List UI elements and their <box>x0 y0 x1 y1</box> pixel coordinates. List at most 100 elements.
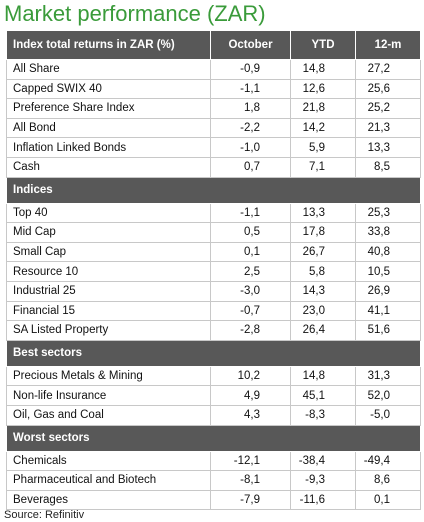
row-label: Industrial 25 <box>6 280 211 302</box>
value-cell: 14,3 <box>290 280 356 302</box>
title: Market performance (ZAR) <box>4 1 266 26</box>
value-cell: 14,8 <box>290 59 356 80</box>
column-header: Index total returns in ZAR (%) <box>6 30 211 60</box>
row-label: Small Cap <box>6 241 211 263</box>
data-row: Chemicals -12,1 -38,4 -49,4 <box>6 450 421 472</box>
value-cell: 4,9 <box>210 385 291 406</box>
data-row: Top 40 -1,1 13,3 25,3 <box>6 202 421 224</box>
row-label: Chemicals <box>6 450 211 472</box>
value-cell: 5,9 <box>290 137 356 158</box>
value-cell: -38,4 <box>290 450 356 472</box>
data-row: Non-life Insurance 4,9 45,1 52,0 <box>6 385 421 406</box>
value-cell: 26,4 <box>290 320 356 341</box>
value-cell: 8,5 <box>355 156 421 178</box>
value-cell: 4,3 <box>210 404 291 426</box>
row-label: Oil, Gas and Coal <box>6 404 211 426</box>
value-cell: 14,8 <box>290 365 356 387</box>
value-cell: 21,8 <box>290 98 356 119</box>
value-cell: 25,6 <box>355 78 421 100</box>
value-cell: -8,1 <box>210 470 291 491</box>
row-label: Capped SWIX 40 <box>6 78 211 100</box>
value-cell: 7,1 <box>290 156 356 178</box>
data-row: Inflation Linked Bonds -1,0 5,9 13,3 <box>6 137 421 158</box>
data-row: Industrial 25 -3,0 14,3 26,9 <box>6 280 421 302</box>
row-label: SA Listed Property <box>6 320 211 341</box>
value-cell: -0,9 <box>210 59 291 80</box>
value-cell: 8,6 <box>355 470 421 491</box>
data-row: Precious Metals & Mining 10,2 14,8 31,3 <box>6 365 421 387</box>
row-label: Inflation Linked Bonds <box>6 137 211 158</box>
data-row: Resource 10 2,5 5,8 10,5 <box>6 261 421 282</box>
section-row: Best sectors <box>6 339 421 367</box>
value-cell: 0,1 <box>355 489 421 511</box>
value-cell: -5,0 <box>355 404 421 426</box>
value-cell: 13,3 <box>290 202 356 224</box>
row-label: Resource 10 <box>6 261 211 282</box>
column-header: 12-m <box>355 30 421 60</box>
section-row: Indices <box>6 176 421 204</box>
value-cell: 25,2 <box>355 98 421 119</box>
value-cell: 12,6 <box>290 78 356 100</box>
source: Source: Refinitiv <box>4 509 85 521</box>
value-cell: 41,1 <box>355 300 421 322</box>
section-row: Worst sectors <box>6 424 421 452</box>
data-row: All Bond -2,2 14,2 21,3 <box>6 117 421 139</box>
table-body: Index total returns in ZAR (%) October YTD… <box>6 30 421 511</box>
value-cell: 0,7 <box>210 156 291 178</box>
value-cell: 25,3 <box>355 202 421 224</box>
value-cell: -12,1 <box>210 450 291 472</box>
value-cell: 33,8 <box>355 222 421 243</box>
data-row: Small Cap 0,1 26,7 40,8 <box>6 241 421 263</box>
header-row: Index total returns in ZAR (%) October YTD… <box>6 30 421 60</box>
column-header: YTD <box>290 30 356 60</box>
value-cell: -11,6 <box>290 489 356 511</box>
value-cell: -49,4 <box>355 450 421 472</box>
column-header: October <box>210 30 291 60</box>
value-cell: 14,2 <box>290 117 356 139</box>
row-label: Top 40 <box>6 202 211 224</box>
value-cell: 5,8 <box>290 261 356 282</box>
value-cell: 26,9 <box>355 280 421 302</box>
value-cell: 40,8 <box>355 241 421 263</box>
returns-table: Index total returns in ZAR (%) October YTD… <box>6 30 421 511</box>
data-row: Pharmaceutical and Biotech -8,1 -9,3 8,6 <box>6 470 421 491</box>
row-label: All Share <box>6 59 211 80</box>
value-cell: -2,8 <box>210 320 291 341</box>
row-label: Mid Cap <box>6 222 211 243</box>
value-cell: 51,6 <box>355 320 421 341</box>
value-cell: 26,7 <box>290 241 356 263</box>
value-cell: -1,1 <box>210 202 291 224</box>
row-label: Preference Share Index <box>6 98 211 119</box>
row-label: Financial 15 <box>6 300 211 322</box>
value-cell: 45,1 <box>290 385 356 406</box>
value-cell: 23,0 <box>290 300 356 322</box>
value-cell: -1,0 <box>210 137 291 158</box>
row-label: Pharmaceutical and Biotech <box>6 470 211 491</box>
value-cell: 0,1 <box>210 241 291 263</box>
value-cell: 13,3 <box>355 137 421 158</box>
row-label: All Bond <box>6 117 211 139</box>
data-row: Beverages -7,9 -11,6 0,1 <box>6 489 421 511</box>
section-title: Best sectors <box>6 339 421 367</box>
data-row: SA Listed Property -2,8 26,4 51,6 <box>6 320 421 341</box>
row-label: Beverages <box>6 489 211 511</box>
value-cell: 2,5 <box>210 261 291 282</box>
value-cell: -9,3 <box>290 470 356 491</box>
row-label: Non-life Insurance <box>6 385 211 406</box>
value-cell: 1,8 <box>210 98 291 119</box>
value-cell: 21,3 <box>355 117 421 139</box>
row-label: Precious Metals & Mining <box>6 365 211 387</box>
section-title: Worst sectors <box>6 424 421 452</box>
data-row: Financial 15 -0,7 23,0 41,1 <box>6 300 421 322</box>
data-row: Cash 0,7 7,1 8,5 <box>6 156 421 178</box>
section-title: Indices <box>6 176 421 204</box>
value-cell: 0,5 <box>210 222 291 243</box>
value-cell: 31,3 <box>355 365 421 387</box>
data-row: Preference Share Index 1,8 21,8 25,2 <box>6 98 421 119</box>
value-cell: 10,2 <box>210 365 291 387</box>
value-cell: 27,2 <box>355 59 421 80</box>
value-cell: 17,8 <box>290 222 356 243</box>
value-cell: -7,9 <box>210 489 291 511</box>
data-row: Capped SWIX 40 -1,1 12,6 25,6 <box>6 78 421 100</box>
